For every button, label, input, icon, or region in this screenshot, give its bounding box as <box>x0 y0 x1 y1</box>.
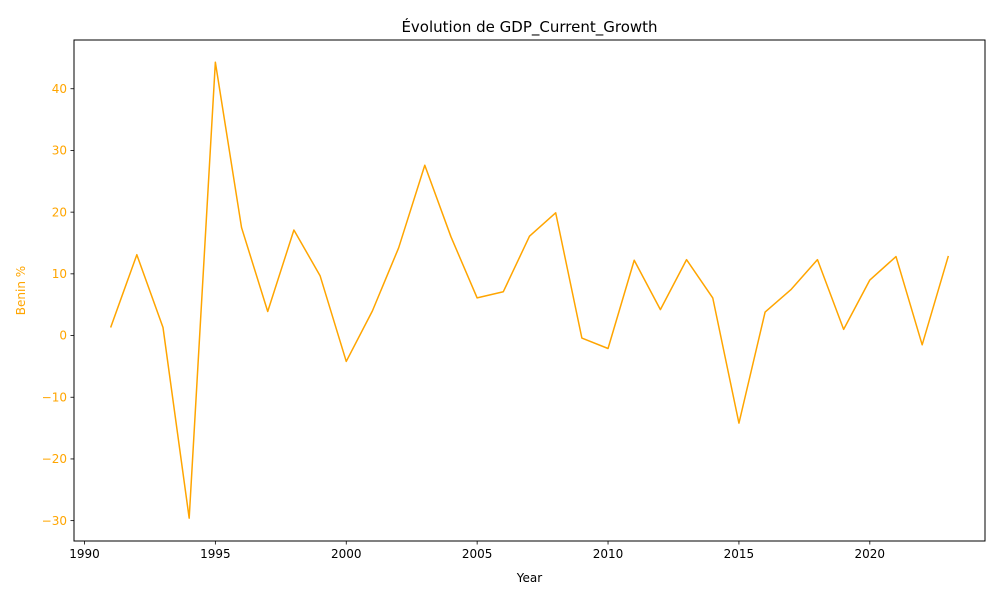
x-tick-label: 2000 <box>331 547 362 561</box>
x-tick-label: 2015 <box>724 547 755 561</box>
y-tick-label: −20 <box>42 452 67 466</box>
y-tick-label: 40 <box>52 82 67 96</box>
y-axis-ticks: −30 −20 −10 0 10 20 30 40 <box>42 82 74 528</box>
y-tick-label: −10 <box>42 390 67 404</box>
y-tick-label: 10 <box>52 267 67 281</box>
y-tick-label: 20 <box>52 205 67 219</box>
x-axis-label: Year <box>516 571 542 585</box>
x-tick-label: 1995 <box>200 547 231 561</box>
x-axis-ticks: 1990 1995 2000 2005 2010 2015 2020 <box>69 541 885 561</box>
series-line <box>109 61 950 519</box>
y-axis-label: Benin % <box>14 266 28 315</box>
y-tick-label: 0 <box>59 329 67 343</box>
x-tick-label: 2010 <box>593 547 624 561</box>
y-tick-label: 30 <box>52 144 67 158</box>
x-tick-label: 2005 <box>462 547 493 561</box>
x-tick-label: 1990 <box>69 547 100 561</box>
y-tick-label: −30 <box>42 514 67 528</box>
chart-title: Évolution de GDP_Current_Growth <box>401 17 657 37</box>
plot-frame <box>73 39 986 542</box>
x-tick-label: 2020 <box>855 547 886 561</box>
